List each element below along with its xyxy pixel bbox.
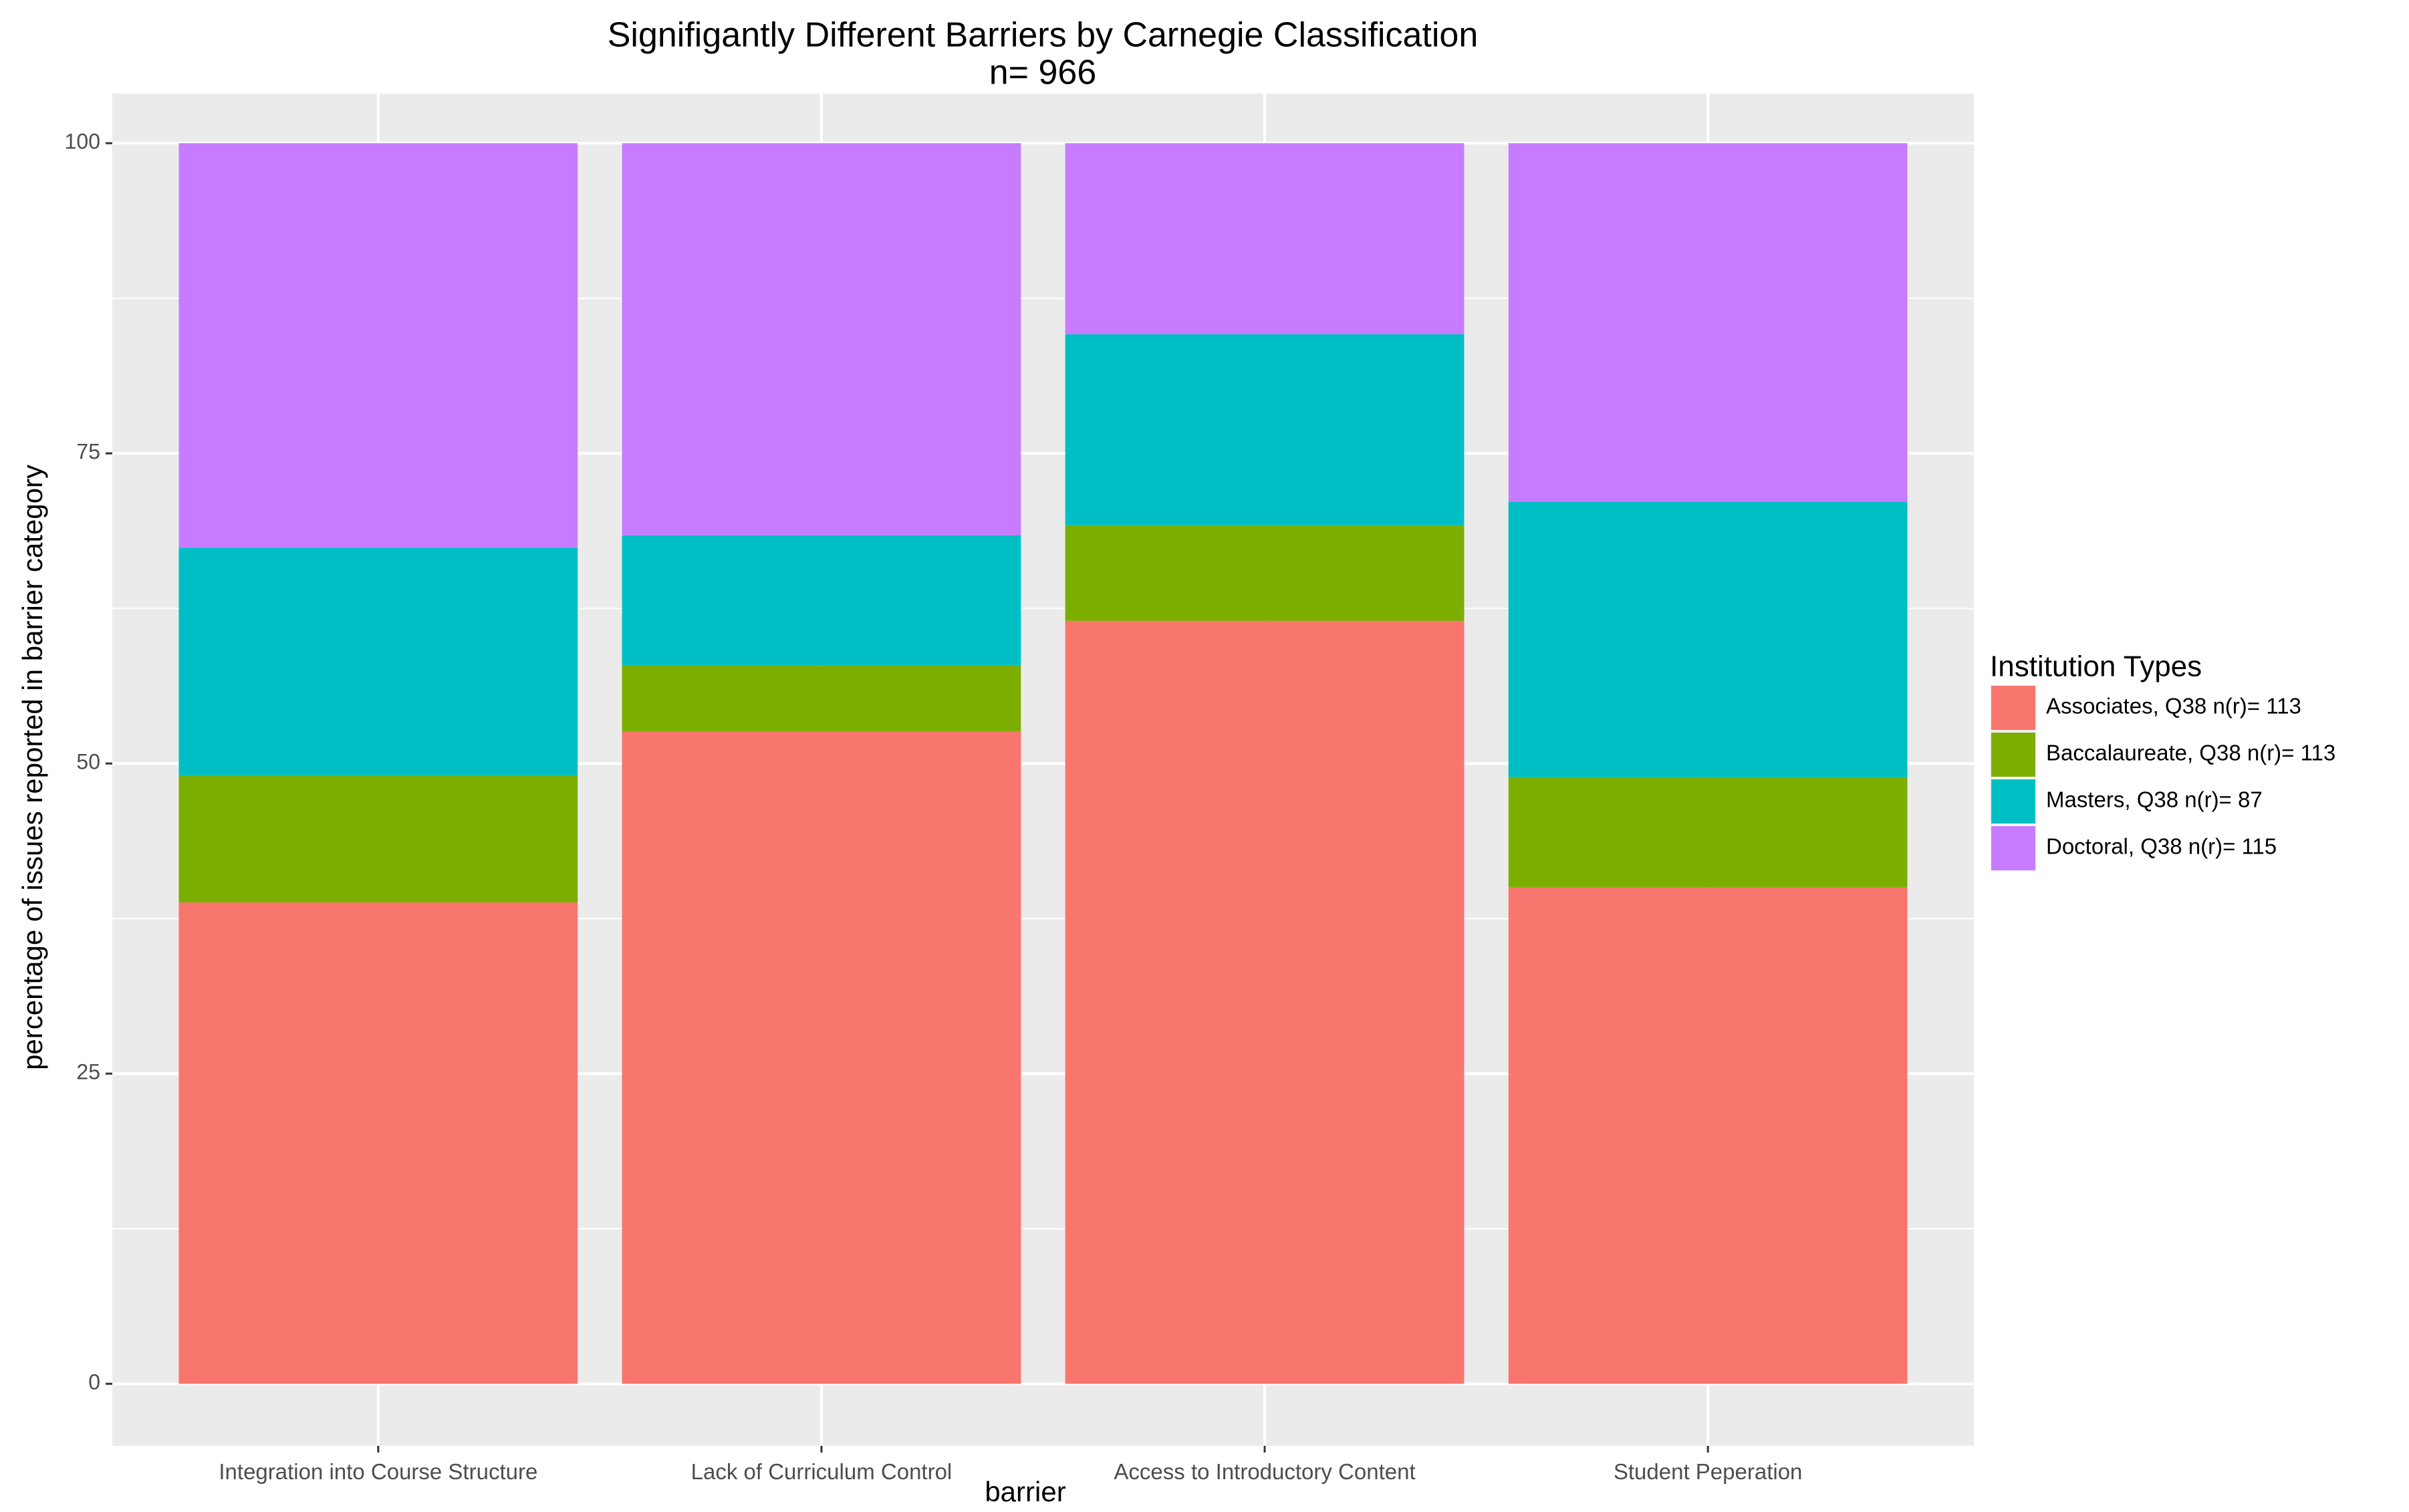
legend-swatch — [1991, 779, 2035, 824]
x-tick-label: Lack of Curriculum Control — [691, 1459, 953, 1484]
bar-segment — [178, 902, 578, 1384]
y-tick-label: 0 — [88, 1370, 100, 1394]
bar-segment — [1065, 525, 1465, 621]
bars — [178, 143, 1908, 1384]
bar-segment — [1065, 620, 1465, 1384]
bar-segment — [1508, 777, 1908, 888]
bar-segment — [178, 547, 578, 776]
legend-swatch — [1991, 686, 2035, 730]
legend-swatch — [1991, 733, 2035, 777]
x-axis: Integration into Course Structure Lack of… — [219, 1446, 1802, 1484]
y-tick-label: 75 — [76, 440, 100, 464]
x-tick-label: Integration into Course Structure — [219, 1459, 537, 1484]
bar-segment — [1508, 887, 1908, 1384]
legend-swatch — [1991, 826, 2035, 870]
legend-label: Masters, Q38 n(r)= 87 — [2046, 787, 2263, 812]
x-tick-label: Access to Introductory Content — [1114, 1459, 1415, 1484]
legend-label: Baccalaureate, Q38 n(r)= 113 — [2046, 741, 2335, 765]
bar-segment — [1508, 501, 1908, 777]
legend-label: Associates, Q38 n(r)= 113 — [2046, 694, 2301, 719]
bar-segment — [178, 143, 578, 548]
legend-label: Doctoral, Q38 n(r)= 115 — [2046, 834, 2277, 859]
x-tick-label: Student Peperation — [1614, 1459, 1803, 1484]
y-tick-label: 50 — [76, 750, 100, 774]
y-tick-label: 25 — [76, 1060, 100, 1084]
bar-segment — [622, 731, 1021, 1384]
legend-title: Institution Types — [1990, 650, 2202, 683]
chart-title: Signifigantly Different Barriers by Carn… — [608, 16, 1479, 55]
bar-segment — [622, 143, 1021, 535]
y-tick-label: 100 — [65, 130, 100, 154]
bar-segment — [178, 775, 578, 903]
bar-segment — [622, 535, 1021, 666]
bar-segment — [622, 665, 1021, 731]
y-axis-label: percentage of issues reported in barrier… — [17, 465, 48, 1070]
bar-segment — [1065, 143, 1465, 335]
chart-subtitle: n= 966 — [989, 53, 1097, 92]
bar-segment — [1065, 334, 1465, 525]
legend: Institution Types Associates, Q38 n(r)= … — [1990, 650, 2335, 872]
y-axis: 0 25 50 75 100 — [65, 130, 112, 1394]
bar-segment — [1508, 143, 1908, 502]
x-axis-label: barrier — [985, 1476, 1065, 1507]
